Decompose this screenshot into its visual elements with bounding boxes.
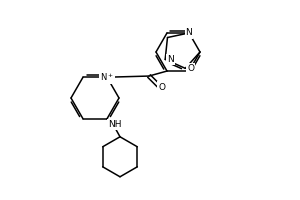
Text: N$^+$: N$^+$ xyxy=(100,71,114,83)
Text: O: O xyxy=(187,64,194,73)
Text: N: N xyxy=(167,55,174,64)
Text: O: O xyxy=(158,83,166,92)
Text: N: N xyxy=(186,28,192,37)
Text: NH: NH xyxy=(108,120,122,129)
